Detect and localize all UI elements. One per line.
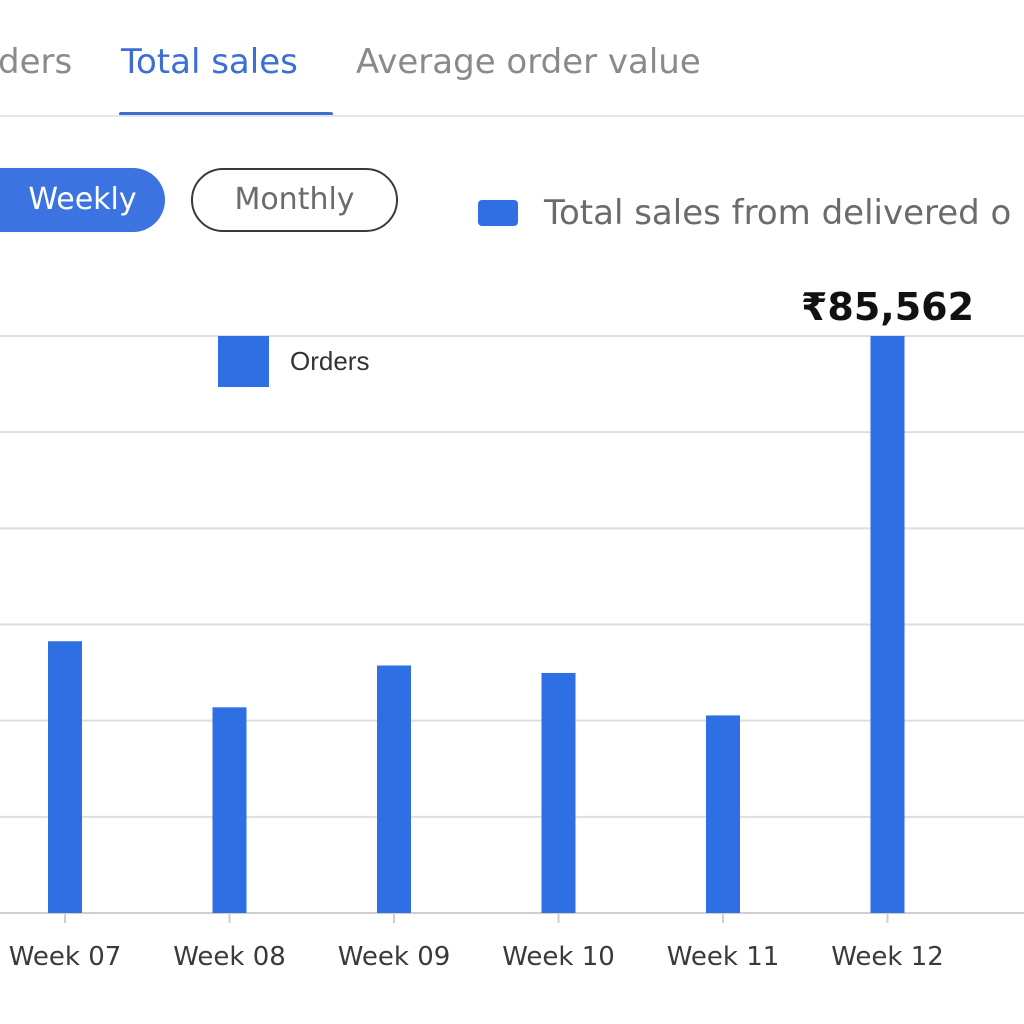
- active-tab-indicator: [119, 112, 333, 116]
- x-tick-label: Week 09: [338, 942, 451, 972]
- tab-orders[interactable]: ders: [0, 42, 73, 82]
- chart-x-labels: Week 07 Week 08 Week 09 Week 10 Week 11 Week …: [9, 942, 944, 972]
- bar-week-10[interactable]: [541, 672, 576, 913]
- chart-x-ticks: [64, 913, 889, 923]
- tab-divider: [0, 115, 1024, 117]
- tab-bar: ders Total sales Average order value: [0, 0, 1024, 118]
- x-tick-label: Week 10: [502, 942, 615, 972]
- bar-week-12[interactable]: [870, 336, 905, 913]
- monthly-toggle-button[interactable]: Monthly: [191, 168, 398, 232]
- legend-label: Total sales from delivered o: [544, 193, 1012, 233]
- bar-week-08[interactable]: [212, 707, 247, 913]
- x-tick-label: Week 08: [173, 942, 286, 972]
- chart-bars: [48, 336, 905, 913]
- x-tick-label: Week 12: [831, 942, 944, 972]
- bar-value-label: ₹85,562: [801, 285, 974, 329]
- chart-gridlines: [0, 335, 1024, 914]
- legend-swatch: [478, 200, 518, 226]
- bar-week-11[interactable]: [706, 715, 740, 913]
- inner-legend-label: Orders: [290, 346, 370, 376]
- tab-average-order-value[interactable]: Average order value: [356, 42, 701, 82]
- tab-total-sales[interactable]: Total sales: [121, 42, 298, 82]
- bar-week-09[interactable]: [377, 665, 411, 913]
- bar-week-07[interactable]: [48, 641, 82, 913]
- x-tick-label: Week 11: [667, 942, 780, 972]
- inner-legend-swatch: [218, 336, 269, 387]
- x-tick-label: Week 07: [9, 942, 122, 972]
- chart-data-labels: ₹85,562: [801, 285, 974, 329]
- weekly-toggle-button[interactable]: Weekly: [0, 168, 165, 232]
